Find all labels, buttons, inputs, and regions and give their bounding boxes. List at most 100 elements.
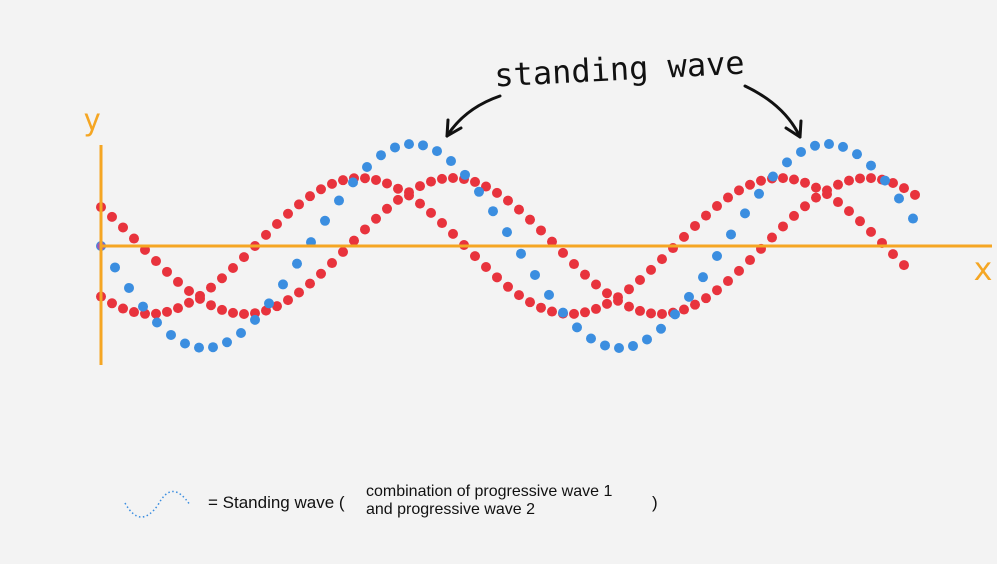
standing-wave-dot — [656, 323, 666, 334]
progressive-wave-1-dot — [844, 206, 854, 217]
progressive-wave-2-dot — [393, 194, 403, 205]
progressive-wave-1-dot — [833, 197, 843, 208]
standing-wave-dot — [670, 309, 680, 320]
progressive-wave-1-dot — [283, 208, 293, 219]
progressive-wave-2-dot — [360, 224, 370, 235]
standing-wave-dot — [502, 227, 512, 238]
progressive-wave-2-dot — [745, 255, 755, 266]
progressive-wave-1-dot — [239, 252, 249, 263]
progressive-wave-2-dot — [525, 214, 535, 225]
progressive-wave-1-dot — [371, 174, 381, 185]
progressive-wave-2-dot — [503, 195, 513, 206]
progressive-wave-1-dot — [657, 254, 667, 265]
progressive-wave-2-dot — [272, 301, 282, 312]
progressive-wave-1-dot — [382, 178, 392, 189]
standing-wave-dot — [404, 139, 414, 150]
progressive-wave-1-dot — [162, 306, 172, 317]
standing-wave-dot — [908, 213, 918, 224]
progressive-wave-2-dot — [492, 187, 502, 198]
progressive-wave-1-dot — [800, 177, 810, 188]
standing-wave-dot — [838, 141, 848, 152]
standing-wave-dot — [810, 140, 820, 151]
progressive-wave-1-dot — [338, 175, 348, 186]
progressive-wave-1-dot — [690, 220, 700, 231]
progressive-wave-2-dot — [129, 233, 139, 244]
progressive-wave-1-dot — [866, 226, 876, 237]
progressive-wave-1-dot — [151, 308, 161, 319]
progressive-wave-2-dot — [591, 279, 601, 290]
progressive-wave-2-dot — [514, 204, 524, 215]
progressive-wave-2-dot — [195, 293, 205, 304]
progressive-wave-2-dot — [206, 300, 216, 311]
progressive-wave-1-dot — [470, 251, 480, 262]
standing-wave-dot — [726, 229, 736, 240]
standing-wave-dot — [628, 340, 638, 351]
progressive-wave-2-dot — [844, 175, 854, 186]
progressive-wave-2-dot — [624, 301, 634, 312]
standing-wave-dot — [180, 338, 190, 349]
progressive-wave-2-dot — [866, 173, 876, 184]
progressive-wave-1-dot — [899, 260, 909, 271]
standing-wave-dot — [824, 139, 834, 150]
progressive-wave-2-dot — [569, 259, 579, 270]
progressive-wave-2-dot — [580, 269, 590, 280]
standing-wave-dot — [208, 342, 218, 353]
progressive-wave-1-dot — [360, 173, 370, 184]
standing-wave-dot — [572, 322, 582, 333]
progressive-wave-1-dot — [569, 308, 579, 319]
standing-wave-dot — [768, 171, 778, 182]
progressive-wave-2-dot — [228, 307, 238, 318]
progressive-wave-1-dot — [393, 183, 403, 194]
progressive-wave-2-dot — [833, 179, 843, 190]
progressive-wave-2-dot — [404, 187, 414, 198]
standing-wave-dot — [194, 342, 204, 353]
arrow-right — [743, 84, 802, 139]
legend-swatch — [124, 490, 191, 518]
progressive-wave-2-dot — [437, 173, 447, 184]
standing-wave-dot — [432, 146, 442, 157]
progressive-wave-2-dot — [107, 211, 117, 222]
progressive-wave-2-dot — [899, 183, 909, 194]
standing-wave-dot — [250, 314, 260, 325]
progressive-wave-2-dot — [536, 225, 546, 236]
progressive-wave-2-dot — [602, 288, 612, 299]
standing-wave-dot — [614, 342, 624, 353]
progressive-wave-2-dot — [184, 285, 194, 296]
progressive-wave-2-dot — [151, 256, 161, 267]
arrow-left — [445, 94, 502, 138]
standing-wave-dot — [278, 279, 288, 290]
progressive-wave-2-dot — [283, 295, 293, 306]
standing-wave-dot — [894, 193, 904, 204]
progressive-wave-2-dot — [888, 178, 898, 189]
progressive-wave-1-dot — [580, 307, 590, 318]
progressive-wave-2-dot — [855, 173, 865, 184]
progressive-wave-2-dot — [294, 287, 304, 298]
progressive-wave-1-dot — [855, 216, 865, 227]
progressive-wave-1-dot — [261, 229, 271, 240]
standing-wave-dot — [334, 195, 344, 206]
standing-wave-dot — [712, 251, 722, 262]
standing-wave-dot — [740, 208, 750, 219]
standing-wave-dot — [754, 188, 764, 199]
standing-wave-dot — [880, 175, 890, 186]
standing-wave-dot — [110, 262, 120, 273]
arrowhead-right — [784, 119, 803, 139]
standing-wave-dot — [222, 337, 232, 348]
progressive-wave-1-dot — [514, 290, 524, 301]
x-axis-label: x — [973, 250, 992, 288]
progressive-wave-2-dot — [613, 295, 623, 306]
standing-wave-dot — [124, 282, 134, 293]
progressive-wave-2-dot — [415, 181, 425, 192]
progressive-wave-2-dot — [635, 305, 645, 316]
progressive-wave-2-dot — [547, 236, 557, 247]
progressive-wave-1-dot — [492, 272, 502, 283]
progressive-wave-1-dot — [129, 307, 139, 318]
standing-wave-dot — [516, 248, 526, 259]
progressive-wave-1-dot — [547, 306, 557, 317]
progressive-wave-1-dot — [646, 264, 656, 275]
progressive-wave-1-dot — [888, 249, 898, 260]
progressive-wave-2-dot — [316, 268, 326, 279]
standing-wave-dot — [446, 156, 456, 167]
standing-wave-dot — [474, 186, 484, 197]
